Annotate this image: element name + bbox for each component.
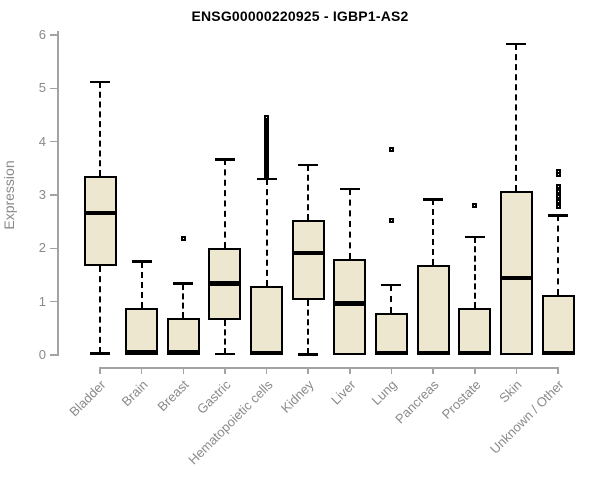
- box-skin: [499, 190, 533, 355]
- outlier-lung: [388, 217, 394, 223]
- y-axis-tick: [50, 194, 58, 196]
- median-skin: [499, 275, 533, 281]
- y-axis-tick-label: 4: [38, 133, 46, 149]
- median-brain: [125, 350, 159, 355]
- whisker-upper-pancreas: [432, 199, 435, 265]
- y-axis-line: [57, 31, 59, 356]
- whisker-upper-unknown-other: [557, 215, 560, 295]
- whisker-cap-pancreas: [423, 198, 444, 201]
- median-breast: [166, 350, 200, 355]
- x-axis-tick: [265, 368, 268, 374]
- whisker-upper-breast: [182, 283, 185, 319]
- median-kidney: [291, 250, 325, 256]
- y-axis-tick: [50, 140, 58, 143]
- x-axis-tick: [474, 368, 476, 374]
- chart-title: ENSG00000220925 - IGBP1-AS2: [191, 8, 409, 24]
- outlier-unknown-other: [555, 183, 561, 189]
- outlier-hematopoietic-cells: [264, 114, 270, 120]
- y-axis-tick-label: 1: [38, 293, 46, 309]
- whisker-lower-cap-kidney: [298, 353, 319, 356]
- x-axis-tick: [182, 368, 185, 374]
- x-axis-tick: [515, 368, 518, 374]
- whisker-cap-lung: [381, 283, 402, 287]
- whisker-cap-breast: [173, 282, 194, 285]
- outlier-unknown-other: [555, 169, 561, 175]
- median-liver: [333, 301, 367, 306]
- whisker-cap-liver: [339, 187, 360, 191]
- outlier-unknown-other: [555, 189, 561, 195]
- whisker-upper-skin: [515, 44, 518, 191]
- y-axis-tick-label: 5: [38, 80, 46, 96]
- y-axis-tick: [50, 300, 58, 303]
- whisker-upper-lung: [390, 285, 393, 314]
- y-axis-tick-label: 6: [38, 27, 46, 43]
- whisker-lower-kidney: [307, 300, 310, 355]
- outlier-breast: [180, 235, 186, 241]
- median-prostate: [458, 350, 492, 356]
- whisker-lower-bladder: [99, 266, 101, 354]
- x-axis-tick: [307, 368, 309, 374]
- box-lung: [374, 313, 408, 355]
- outlier-unknown-other: [555, 204, 561, 210]
- box-prostate: [458, 308, 492, 355]
- y-axis-tick-label: 2: [38, 240, 46, 256]
- box-bladder: [83, 176, 117, 267]
- box-pancreas: [416, 264, 450, 355]
- y-axis-tick: [50, 87, 58, 90]
- x-axis-tick: [140, 368, 143, 374]
- whisker-cap-gastric: [214, 158, 235, 161]
- whisker-cap-unknown-other: [548, 214, 569, 217]
- x-axis-line: [99, 367, 560, 369]
- median-hematopoietic-cells: [250, 350, 284, 356]
- whisker-cap-brain: [131, 260, 152, 263]
- box-hematopoietic-cells: [250, 286, 284, 355]
- whisker-upper-prostate: [473, 237, 476, 309]
- box-unknown-other: [541, 294, 575, 355]
- whisker-upper-liver: [348, 189, 351, 259]
- y-axis-tick: [50, 247, 58, 250]
- outlier-unknown-other: [555, 194, 561, 200]
- outlier-lung: [388, 146, 394, 152]
- median-bladder: [83, 210, 117, 216]
- whisker-cap-bladder: [90, 80, 110, 84]
- box-brain: [125, 308, 159, 355]
- median-lung: [374, 350, 408, 356]
- whisker-upper-bladder: [99, 81, 101, 177]
- box-kidney: [291, 220, 325, 301]
- whisker-upper-hematopoietic-cells: [265, 179, 268, 287]
- whisker-lower-gastric: [223, 319, 226, 354]
- outlier-unknown-other: [555, 198, 561, 204]
- box-breast: [166, 318, 200, 355]
- x-axis-tick: [557, 368, 559, 374]
- outlier-prostate: [472, 203, 478, 209]
- whisker-cap-prostate: [464, 235, 485, 239]
- whisker-upper-brain: [140, 261, 143, 309]
- x-axis-tick: [99, 368, 101, 374]
- y-axis-label: Expression: [1, 160, 17, 230]
- x-axis-tick: [349, 368, 351, 374]
- box-liver: [333, 259, 367, 355]
- whisker-lower-cap-bladder: [90, 352, 110, 355]
- whisker-upper-kidney: [307, 165, 310, 221]
- y-axis-tick-label: 3: [38, 187, 46, 202]
- x-axis-tick: [432, 368, 434, 374]
- x-axis-tick: [390, 368, 393, 374]
- whisker-cap-skin: [506, 42, 527, 46]
- whisker-cap-kidney: [298, 163, 319, 167]
- y-axis-tick: [50, 34, 58, 36]
- y-axis-tick-label: 0: [38, 347, 46, 362]
- median-unknown-other: [541, 350, 575, 356]
- x-axis-tick: [224, 368, 226, 374]
- whisker-upper-gastric: [223, 159, 226, 248]
- median-pancreas: [416, 350, 450, 356]
- whisker-lower-cap-gastric: [214, 352, 235, 356]
- median-gastric: [208, 281, 242, 286]
- y-axis-tick: [50, 354, 58, 356]
